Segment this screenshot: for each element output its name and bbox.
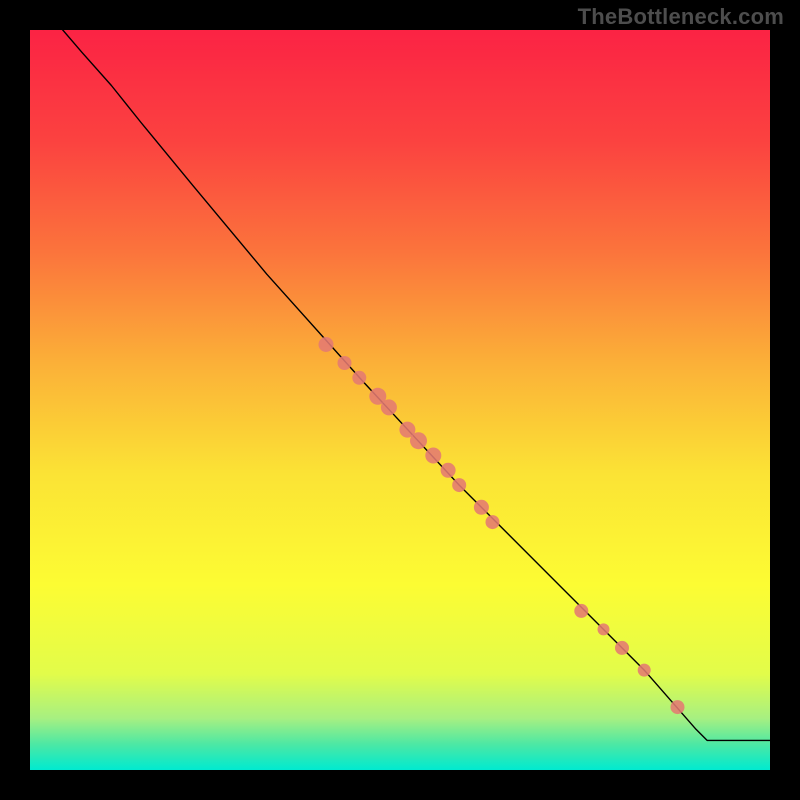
chart-svg [30,30,770,770]
data-point-marker [410,432,427,449]
plot-area [30,30,770,770]
data-point-marker [574,604,588,618]
data-point-marker [615,641,629,655]
watermark-text: TheBottleneck.com [578,4,784,30]
bottleneck-curve [60,30,770,740]
chart-root: TheBottleneck.com [0,0,800,800]
data-point-marker [425,448,441,464]
data-point-marker [337,356,351,370]
data-point-marker [485,515,499,529]
data-point-marker [638,664,651,677]
data-point-marker [597,623,609,635]
data-point-marker [670,700,684,714]
marker-group [318,337,684,714]
data-point-marker [452,478,466,492]
data-point-marker [381,399,397,415]
data-point-marker [352,371,366,385]
data-point-marker [318,337,333,352]
data-point-marker [441,463,456,478]
data-point-marker [474,500,489,515]
